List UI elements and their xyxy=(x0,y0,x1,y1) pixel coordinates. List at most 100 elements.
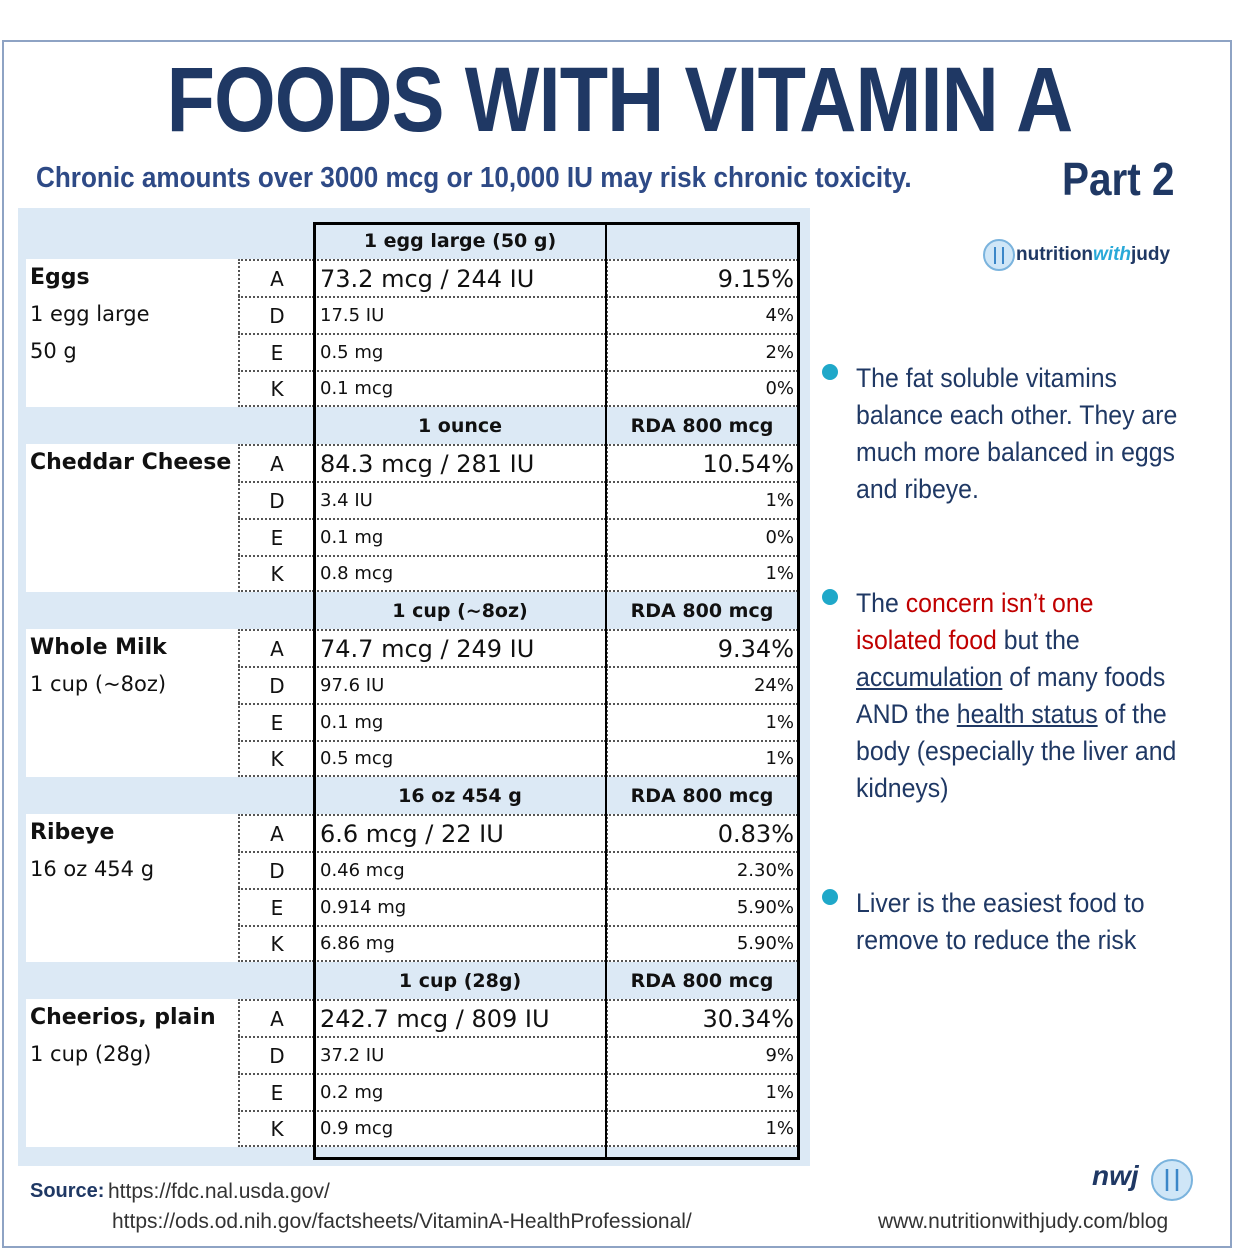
food-cell: Eggs 1 egg large 50 g xyxy=(26,259,238,407)
rda-header: RDA 800 mcg xyxy=(630,414,774,437)
logo-text: judy xyxy=(1131,244,1171,265)
vitamin: E xyxy=(238,888,314,925)
vitamin: E xyxy=(238,518,314,555)
amount: 0.1 mcg xyxy=(314,370,606,407)
amount: 97.6 IU xyxy=(314,666,606,703)
percent: 4% xyxy=(606,296,798,333)
percent: 0% xyxy=(606,370,798,407)
amount: 6.6 mcg / 22 IU xyxy=(314,814,606,851)
percent: 5.90% xyxy=(606,888,798,925)
food-detail: 16 oz 454 g xyxy=(30,857,155,881)
rda-header: RDA 800 mcg xyxy=(630,599,774,622)
vitamin: K xyxy=(238,1110,314,1147)
vitamin: D xyxy=(238,851,314,888)
amount: 0.9 mcg xyxy=(314,1110,606,1147)
logo-icon xyxy=(983,239,1015,271)
percent: 1% xyxy=(606,1073,798,1110)
bullet-segment: health status xyxy=(956,699,1098,729)
bullet-dot xyxy=(822,889,838,905)
vitamin: K xyxy=(238,555,314,592)
amount: 0.914 mg xyxy=(314,888,606,925)
logo: nutrition with judy xyxy=(982,238,1170,272)
percent: 2% xyxy=(606,333,798,370)
amount: 0.46 mcg xyxy=(314,851,606,888)
bullet-dot xyxy=(822,589,838,605)
food-detail: 1 cup (28g) xyxy=(30,1042,152,1066)
bullet-dot xyxy=(822,364,838,380)
percent: 2.30% xyxy=(606,851,798,888)
footer-mark: nwj xyxy=(1092,1160,1139,1191)
bullet-segment: accumulation xyxy=(856,662,1003,692)
amount: 0.5 mg xyxy=(314,333,606,370)
vitamin: E xyxy=(238,333,314,370)
percent: 9% xyxy=(606,1036,798,1073)
part-label: Part 2 xyxy=(1062,153,1175,205)
source-link: https://fdc.nal.usda.gov/ xyxy=(108,1180,330,1203)
amount: 84.3 mcg / 281 IU xyxy=(314,444,606,481)
bullet-segment: Liver is the easiest food to remove to r… xyxy=(856,888,1145,955)
amount: 0.2 mg xyxy=(314,1073,606,1110)
rda-header: RDA 800 mcg xyxy=(630,784,774,807)
serving-header: 1 cup (~8oz) xyxy=(392,599,528,622)
percent: 1% xyxy=(606,740,798,777)
percent: 30.34% xyxy=(606,999,798,1036)
food-name: Cheddar Cheese xyxy=(30,450,232,475)
bullet-segment: concern isn’t one isolated food xyxy=(856,588,1094,655)
column-border xyxy=(605,222,607,1160)
footer-icon xyxy=(1151,1159,1193,1201)
bullet-text: The fat soluble vitamins balance each ot… xyxy=(856,360,1183,508)
vitamin: K xyxy=(238,740,314,777)
vitamin: K xyxy=(238,370,314,407)
amount: 74.7 mcg / 249 IU xyxy=(314,629,606,666)
bullet-text: Liver is the easiest food to remove to r… xyxy=(856,885,1183,959)
vitamin: A xyxy=(238,814,314,851)
percent: 0.83% xyxy=(606,814,798,851)
food-name: Eggs xyxy=(30,265,90,290)
vitamin: E xyxy=(238,1073,314,1110)
amount: 3.4 IU xyxy=(314,481,606,518)
amount: 0.8 mcg xyxy=(314,555,606,592)
vitamin: A xyxy=(238,629,314,666)
percent: 1% xyxy=(606,1110,798,1147)
food-cell: Cheerios, plain 1 cup (28g) xyxy=(26,999,238,1147)
vitamin: A xyxy=(238,444,314,481)
amount: 37.2 IU xyxy=(314,1036,606,1073)
vitamin: D xyxy=(238,296,314,333)
percent: 10.54% xyxy=(606,444,798,481)
percent: 24% xyxy=(606,666,798,703)
bullet-text: The concern isn’t one isolated food but … xyxy=(856,585,1183,807)
amount: 6.86 mg xyxy=(314,925,606,962)
amount: 0.1 mg xyxy=(314,518,606,555)
bullet-segment: but the xyxy=(996,625,1080,655)
percent: 9.34% xyxy=(606,629,798,666)
amount: 0.1 mg xyxy=(314,703,606,740)
percent: 1% xyxy=(606,555,798,592)
percent: 5.90% xyxy=(606,925,798,962)
food-name: Ribeye xyxy=(30,820,115,845)
amount: 0.5 mcg xyxy=(314,740,606,777)
title: FOODS WITH VITAMIN A xyxy=(166,49,1074,151)
serving-header: 1 cup (28g) xyxy=(398,969,522,992)
vitamin: D xyxy=(238,481,314,518)
amount: 242.7 mcg / 809 IU xyxy=(314,999,606,1036)
logo-text: nutrition xyxy=(1016,244,1094,265)
percent: 9.15% xyxy=(606,259,798,296)
bullet-segment: of the body (especially the liver and ki… xyxy=(856,699,1177,803)
vitamin: K xyxy=(238,925,314,962)
vitamin: E xyxy=(238,703,314,740)
amount: 17.5 IU xyxy=(314,296,606,333)
vitamin: D xyxy=(238,666,314,703)
logo-text: with xyxy=(1093,244,1132,265)
percent: 0% xyxy=(606,518,798,555)
food-detail: 1 cup (~8oz) xyxy=(30,672,167,696)
footer-url: www.nutritionwithjudy.com/blog xyxy=(878,1210,1169,1233)
subtitle: Chronic amounts over 3000 mcg or 10,000 … xyxy=(36,162,912,194)
vitamin: D xyxy=(238,1036,314,1073)
serving-header: 16 oz 454 g xyxy=(398,784,522,807)
food-cell: Whole Milk 1 cup (~8oz) xyxy=(26,629,238,777)
serving-header: 1 ounce xyxy=(417,414,503,437)
bullet-segment: of many foods AND the xyxy=(856,662,1166,729)
frame xyxy=(2,40,1232,1248)
food-name: Cheerios, plain xyxy=(30,1005,216,1030)
